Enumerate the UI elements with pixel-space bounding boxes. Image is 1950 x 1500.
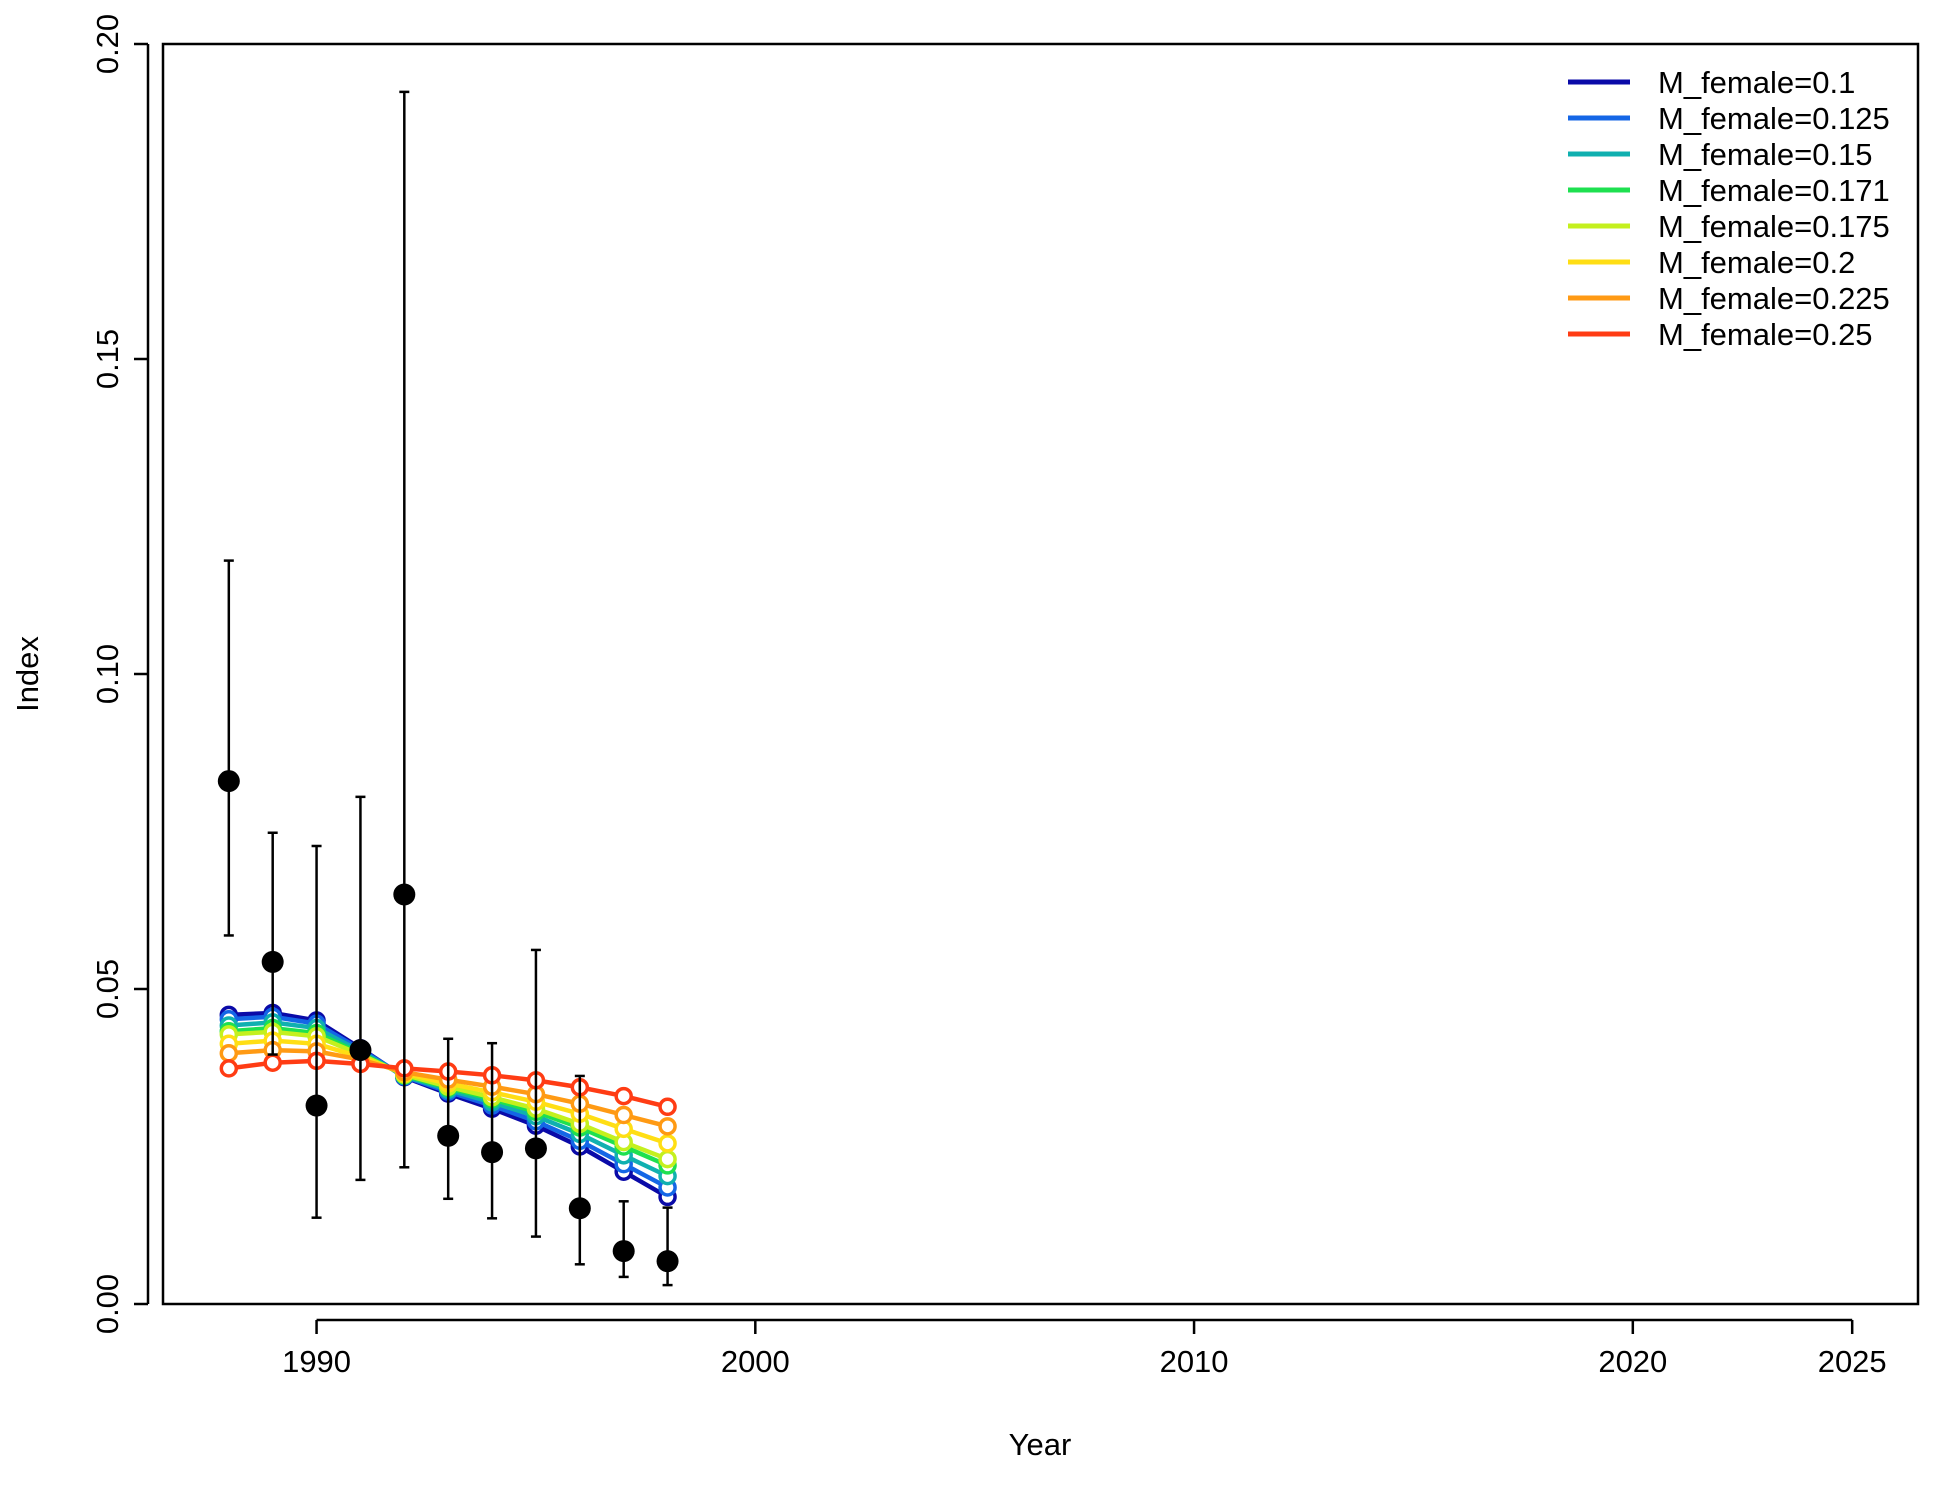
series-point [219,1059,239,1078]
y-tick-label: 0.15 [90,329,125,389]
y-axis: 0.00 0.05 0.10 0.15 0.20 [90,14,150,1334]
legend-item: M_female=0.1 [1568,65,1855,100]
legend-label: M_female=0.125 [1658,101,1890,136]
observed-point-group [217,559,240,937]
observed-point-group [568,1074,591,1266]
plot-box [161,42,1920,1306]
observed-point [612,1240,635,1263]
legend-item: M_female=0.125 [1568,101,1890,136]
legend-label: M_female=0.2 [1658,245,1855,280]
legend-label: M_female=0.171 [1658,173,1890,208]
legend-label: M_female=0.15 [1658,137,1873,172]
observed-point-group [656,1206,679,1287]
observed-point [481,1141,504,1164]
x-axis: 1990 2000 2010 2020 2025 [282,1318,1887,1379]
legend-label: M_female=0.1 [1658,65,1855,100]
observed-point-group [612,1200,635,1279]
y-tick-label: 0.20 [90,14,125,74]
observed-index [217,90,679,1287]
legend-label: M_female=0.225 [1658,281,1890,316]
observed-point [349,1039,372,1062]
legend-item: M_female=0.171 [1568,173,1890,208]
series-point [658,1097,677,1117]
legend-item: M_female=0.25 [1568,317,1873,352]
x-tick-label: 2010 [1160,1344,1229,1379]
observed-point [524,1137,547,1160]
y-tick-label: 0.00 [90,1274,125,1334]
x-tick-label: 1990 [282,1344,351,1379]
series-point [614,1086,633,1106]
observed-point [261,950,284,973]
observed-point [437,1124,460,1147]
x-axis-title: Year [1009,1427,1072,1462]
y-tick-label: 0.10 [90,644,125,704]
observed-point [568,1197,591,1220]
observed-point-group [481,1041,504,1220]
y-axis-title: Index [10,636,45,712]
x-tick-label: 2020 [1598,1344,1667,1379]
legend-item: M_female=0.15 [1568,137,1873,172]
observed-point [217,770,240,793]
series-point [658,1134,677,1153]
legend-item: M_female=0.225 [1568,281,1890,316]
x-tick-label: 2000 [721,1344,790,1379]
legend: M_female=0.1M_female=0.125M_female=0.15M… [1568,65,1890,352]
series-point [263,1053,282,1072]
observed-point-group [437,1037,460,1201]
series-point [614,1105,633,1125]
observed-point-group [393,90,416,1169]
legend-item: M_female=0.2 [1568,245,1855,280]
series-point [219,1044,239,1063]
observed-point [656,1250,679,1273]
y-tick-label: 0.05 [90,959,125,1019]
observed-point [305,1094,328,1117]
observed-point-group [349,795,372,1182]
observed-point-group [524,948,547,1238]
observed-point-group [305,844,328,1219]
series-point [658,1117,677,1136]
observed-point [393,883,416,906]
legend-label: M_female=0.25 [1658,317,1873,352]
series-point [658,1149,677,1169]
observed-point-group [261,831,284,1056]
legend-item: M_female=0.175 [1568,209,1890,244]
x-tick-label: 2025 [1818,1344,1887,1379]
legend-label: M_female=0.175 [1658,209,1890,244]
